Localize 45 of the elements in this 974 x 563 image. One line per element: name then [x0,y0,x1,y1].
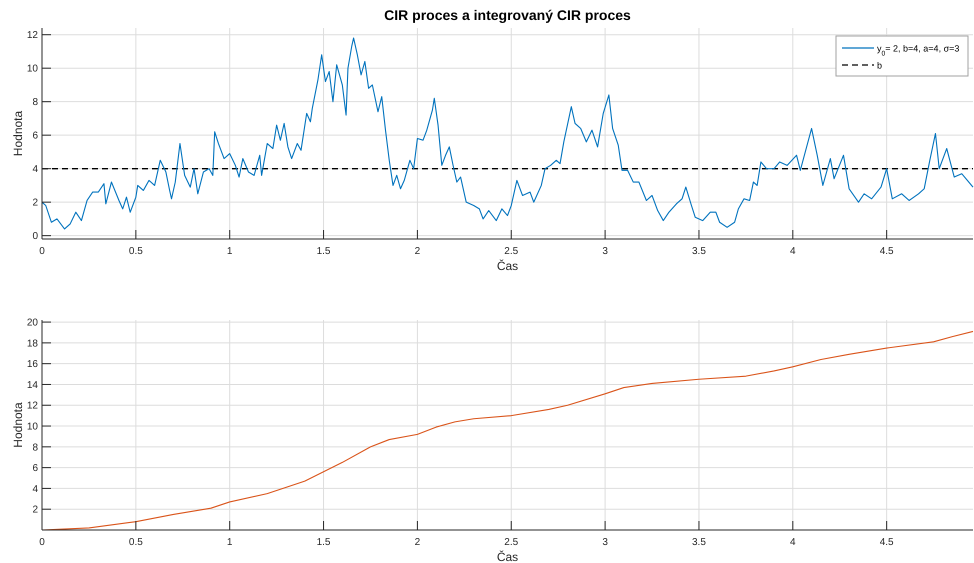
x-tick-label: 4.5 [880,246,894,257]
x-axis-title: Čas [496,550,518,563]
y-tick-label: 8 [32,97,38,108]
y-tick-label: 12 [26,400,38,412]
x-tick-label: 1.5 [316,246,331,257]
x-tick-label: 3 [602,537,608,548]
y-tick-label: 10 [26,422,38,433]
x-tick-label: 0 [39,246,46,257]
x-axis-title: Čas [496,259,518,273]
y-tick-label: 2 [32,504,38,516]
legend-label: b [877,60,882,70]
x-tick-label: 2 [414,537,421,548]
x-tick-label: 0.5 [128,537,144,548]
y-tick-label: 4 [32,164,38,176]
y-tick-label: 2 [32,198,38,209]
y-axis-title: Hodnota [11,402,25,448]
y-tick-label: 12 [26,30,38,42]
x-tick-label: 2.5 [504,246,519,257]
x-tick-label: 2 [414,246,421,257]
x-tick-label: 0 [39,537,46,548]
x-tick-label: 3 [602,246,608,257]
y-tick-label: 6 [32,463,38,474]
x-tick-label: 3.5 [692,246,706,257]
y-tick-label: 4 [32,484,38,495]
y-tick-label: 18 [26,338,38,350]
x-tick-label: 1 [226,537,233,548]
x-tick-label: 2.5 [504,537,519,548]
y-tick-label: 0 [32,231,38,242]
y-axis-title: Hodnota [11,110,25,156]
line-series [41,38,974,230]
x-tick-label: 3.5 [692,537,706,548]
x-tick-label: 0.5 [128,246,144,257]
y-tick-label: 20 [26,318,38,329]
x-tick-label: 4 [790,537,796,548]
y-tick-label: 16 [26,359,38,370]
y-tick-label: 6 [32,130,38,142]
chart-title: CIR proces a integrovaný CIR proces [384,7,632,23]
x-tick-label: 4 [790,246,796,257]
x-tick-label: 1.5 [316,537,331,548]
y-tick-label: 10 [26,64,38,75]
y-tick-label: 14 [26,380,38,391]
y-tick-label: 8 [32,442,38,454]
x-tick-label: 4.5 [880,537,894,548]
x-tick-label: 1 [226,246,233,257]
legend-label: y$_{0}$= 2, b=4, a=4, σ=3 [877,44,960,57]
